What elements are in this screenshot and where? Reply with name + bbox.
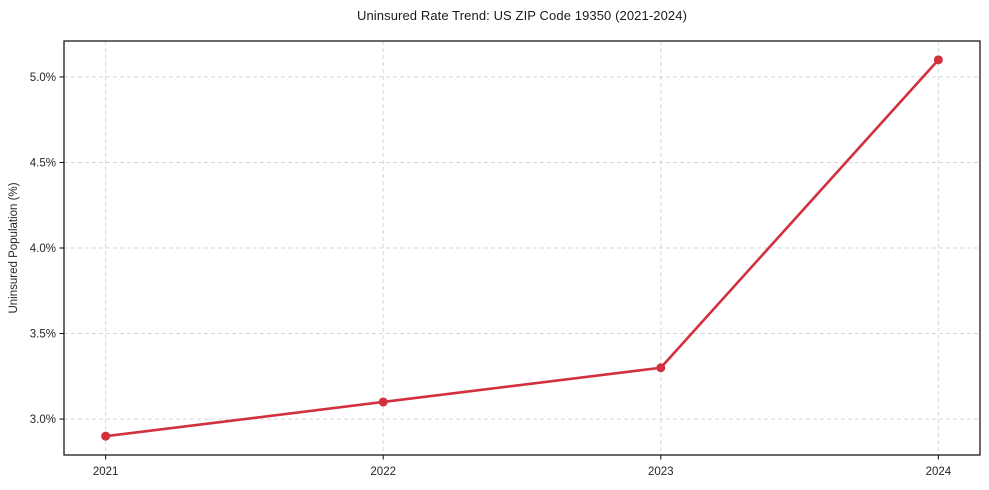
- y-tick-label: 4.0%: [30, 243, 56, 255]
- x-tick-label: 2021: [93, 466, 119, 478]
- data-point: [656, 363, 666, 373]
- y-tick-label: 5.0%: [30, 72, 56, 84]
- x-tick-label: 2023: [648, 466, 674, 478]
- chart-title: Uninsured Rate Trend: US ZIP Code 19350 …: [356, 8, 688, 23]
- x-tick-label: 2022: [370, 466, 396, 478]
- y-tick-label: 4.5%: [30, 157, 56, 169]
- data-point: [933, 55, 943, 65]
- y-tick-label: 3.0%: [30, 414, 56, 426]
- trend-line: [104, 58, 940, 438]
- data-point: [101, 431, 111, 441]
- x-tick-label: 2024: [926, 466, 952, 478]
- data-point: [378, 397, 388, 407]
- y-tick-label: 3.5%: [30, 329, 56, 341]
